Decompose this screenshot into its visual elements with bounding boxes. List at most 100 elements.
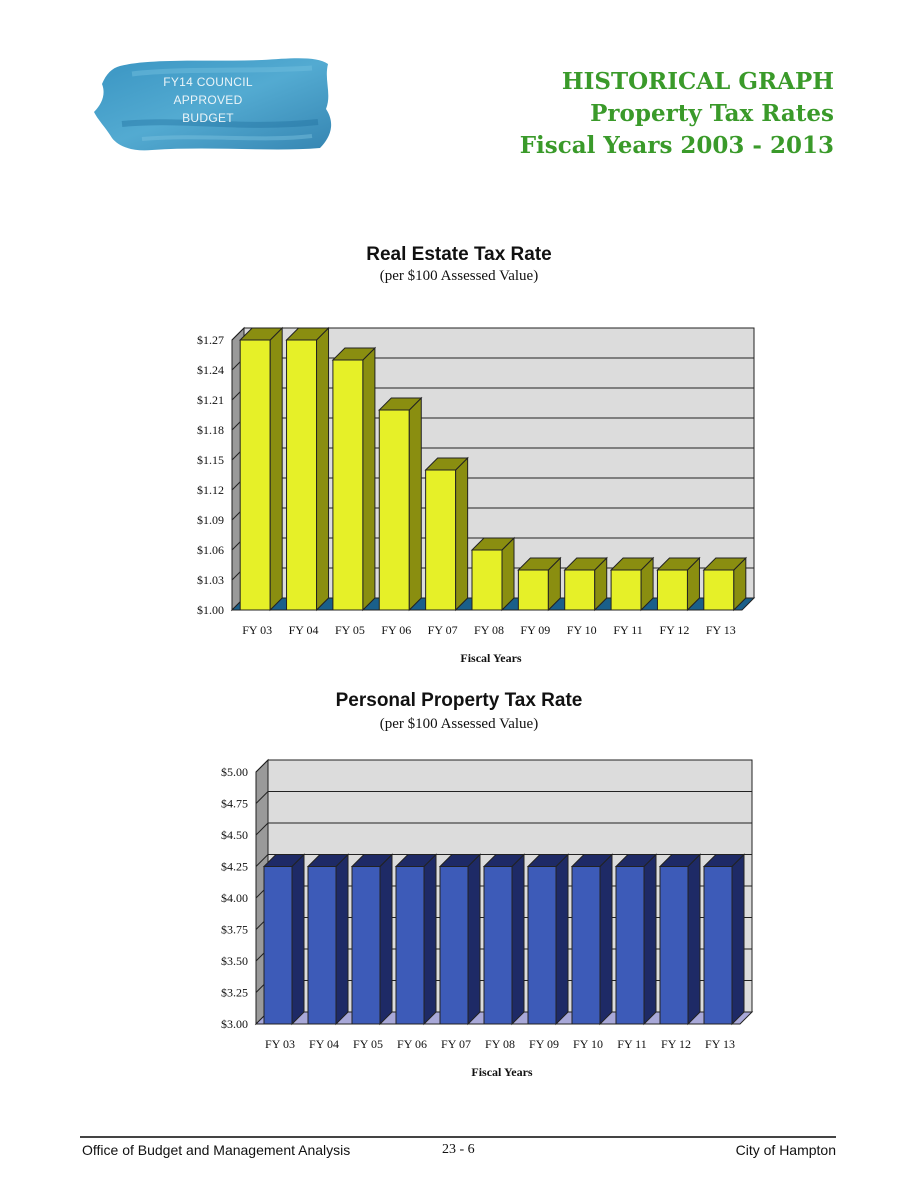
bar <box>703 866 733 1025</box>
x-tick-label: FY 09 <box>529 1037 559 1051</box>
bar-top <box>656 557 701 571</box>
bar <box>571 866 601 1025</box>
x-tick-label: FY 05 <box>353 1037 383 1051</box>
bar-top <box>238 327 284 341</box>
page-number: 23 - 6 <box>442 1142 475 1157</box>
bar <box>395 866 425 1025</box>
bar-top <box>438 854 482 867</box>
y-tick-label: $1.00 <box>197 603 224 617</box>
bar-side <box>731 853 745 1026</box>
bar-side <box>423 853 437 1026</box>
bar-side <box>687 853 701 1026</box>
chart-2-title: Personal Property Tax Rate <box>335 690 583 711</box>
x-tick-label: FY 04 <box>289 623 319 637</box>
heading-line-2: Property Tax Rates <box>590 100 834 127</box>
gridline-side <box>255 791 269 804</box>
y-tick-label: $3.50 <box>221 954 248 968</box>
bar <box>332 359 364 611</box>
bar-top <box>331 347 377 361</box>
x-axis-label: Fiscal Years <box>460 651 522 665</box>
footer-office: Office of Budget and Management Analysis <box>82 1142 351 1158</box>
bar-side <box>269 326 283 612</box>
y-tick-label: $1.09 <box>197 513 224 527</box>
bar <box>527 866 557 1025</box>
bar <box>351 866 381 1025</box>
bar-top <box>570 854 614 867</box>
bar-top <box>262 854 306 867</box>
heading-line-1: HISTORICAL GRAPH <box>561 68 834 95</box>
x-tick-label: FY 08 <box>485 1037 515 1051</box>
bar-top <box>526 854 570 867</box>
heading-line-3: Fiscal Years 2003 - 2013 <box>519 132 834 159</box>
gridline-side <box>255 854 269 867</box>
bar-side <box>467 853 481 1026</box>
bar <box>439 866 469 1025</box>
y-tick-label: $1.24 <box>197 363 224 377</box>
bar <box>656 569 688 611</box>
x-tick-label: FY 05 <box>335 623 365 637</box>
bar-side <box>408 396 422 612</box>
bar-side <box>335 853 349 1026</box>
y-tick-label: $1.15 <box>197 453 224 467</box>
y-tick-label: $1.12 <box>197 483 224 497</box>
y-tick-label: $1.18 <box>197 423 224 437</box>
bar-top <box>350 854 394 867</box>
chart-1-title: Real Estate Tax Rate <box>366 244 552 265</box>
bar-top <box>285 327 330 341</box>
real-estate-chart: $1.00 $1.03 $1.06 $1.09 $1.12 $1.15 $1.18 $1.21… <box>197 326 756 665</box>
bar <box>378 409 410 611</box>
x-tick-label: FY 11 <box>617 1037 646 1051</box>
bar-top <box>424 457 469 471</box>
bar-top <box>614 854 658 867</box>
x-tick-label: FY 12 <box>660 623 690 637</box>
badge-label: FY14 COUNCIL APPROVED BUDGET <box>163 75 253 125</box>
bar <box>703 569 735 611</box>
bar <box>307 866 337 1025</box>
bar-top <box>702 854 746 867</box>
bar <box>286 339 318 611</box>
x-tick-label: FY 12 <box>661 1037 691 1051</box>
y-tick-label: $4.00 <box>221 891 248 905</box>
x-tick-label: FY 07 <box>441 1037 471 1051</box>
budget-badge: FY14 COUNCIL APPROVED BUDGET <box>92 54 340 154</box>
personal-property-chart: $3.00 $3.25 $3.50 $3.75 $4.00 $4.25 $4.50 $4.75… <box>221 758 754 1079</box>
y-tick-label: $1.03 <box>197 573 224 587</box>
bar <box>239 339 271 611</box>
chart-2-subtitle: (per $100 Assessed Value) <box>379 716 539 732</box>
bar-top <box>517 557 562 571</box>
bar-top <box>378 397 423 411</box>
y-tick-label: $3.00 <box>221 1017 248 1031</box>
gridline-side <box>231 327 245 341</box>
bar <box>263 866 293 1025</box>
bar-top <box>482 854 526 867</box>
bar-side <box>379 853 393 1026</box>
bar <box>615 866 645 1025</box>
bar-side <box>643 853 657 1026</box>
x-tick-label: FY 13 <box>705 1037 735 1051</box>
bar-side <box>455 456 469 612</box>
x-tick-label: FY 03 <box>265 1037 295 1051</box>
y-tick-label: $1.27 <box>197 333 224 347</box>
bar-top <box>306 854 350 867</box>
x-tick-label: FY 06 <box>381 623 411 637</box>
bar <box>425 469 457 611</box>
x-tick-label: FY 13 <box>706 623 736 637</box>
bar-side <box>599 853 613 1026</box>
x-tick-label: FY 03 <box>242 623 272 637</box>
bar <box>659 866 689 1025</box>
bar-side <box>316 326 330 612</box>
bar-top <box>702 557 748 571</box>
x-tick-label: FY 09 <box>520 623 550 637</box>
bar-top <box>563 557 608 571</box>
bar-top <box>394 854 438 867</box>
bar <box>517 569 549 611</box>
x-axis-label: Fiscal Years <box>471 1065 533 1079</box>
y-tick-label: $4.25 <box>221 860 248 874</box>
x-tick-label: FY 07 <box>428 623 458 637</box>
bar <box>471 549 503 611</box>
y-tick-label: $1.06 <box>197 543 224 557</box>
y-tick-label: $3.25 <box>221 986 248 1000</box>
footer-divider <box>80 1136 836 1138</box>
bar-side <box>362 346 376 612</box>
y-tick-label: $4.75 <box>221 797 248 811</box>
